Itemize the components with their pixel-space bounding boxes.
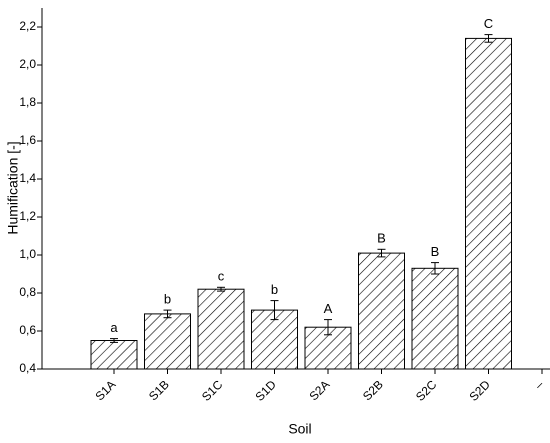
error-bar (324, 319, 332, 336)
bar (144, 313, 191, 370)
y-tick-label: 1,2 (19, 209, 36, 223)
x-axis-title: Soil (288, 421, 311, 437)
significance-letter: A (324, 301, 333, 316)
y-tick-label: 1,4 (19, 171, 36, 185)
error-bar (217, 286, 225, 292)
x-tick-label: S1C (199, 377, 226, 404)
y-axis-title: Humification [-] (5, 141, 21, 234)
error-bar (431, 262, 439, 275)
x-tick-label: S2B (360, 377, 386, 403)
y-tick-label: 0,6 (19, 323, 36, 337)
bar (90, 340, 138, 370)
bar (465, 37, 512, 370)
bar (197, 288, 245, 370)
y-tick-label: 1,6 (19, 133, 36, 147)
y-tick-label: 2,0 (19, 57, 36, 71)
error-bar (110, 338, 118, 343)
significance-letter: c (218, 269, 225, 284)
bar (411, 267, 459, 370)
y-tick-label: 0,4 (19, 361, 36, 375)
significance-letter: B (431, 244, 440, 259)
y-tick-label: 0,8 (19, 285, 36, 299)
x-tick-label: S2D (466, 377, 493, 404)
significance-letter: b (164, 292, 171, 307)
significance-letter: b (271, 282, 278, 297)
x-tick-label: S2A (306, 377, 332, 403)
x-tick-label: – (532, 377, 547, 392)
y-tick-label: 1,8 (19, 95, 36, 109)
x-tick-label: S2C (413, 377, 440, 404)
x-tick-label: S1B (146, 377, 172, 403)
x-tick-label: S1A (92, 377, 118, 403)
error-bar (484, 34, 493, 43)
significance-letter: C (484, 16, 493, 31)
significance-letter: a (110, 320, 118, 335)
error-bar (377, 248, 386, 258)
x-tick-label: S1D (252, 377, 279, 404)
error-bar (270, 300, 279, 321)
y-tick-label: 2,2 (19, 19, 36, 33)
significance-letter: B (377, 231, 386, 246)
bar (358, 252, 405, 370)
error-bar (163, 309, 172, 319)
y-tick-label: 1,0 (19, 247, 36, 261)
